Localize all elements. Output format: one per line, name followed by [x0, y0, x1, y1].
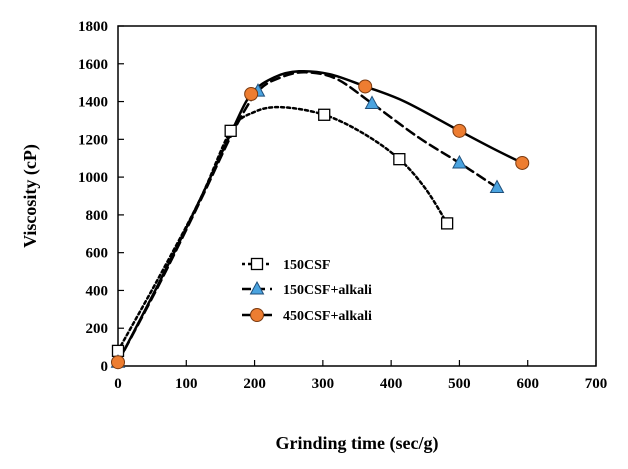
data-point-150csf-alkali: [489, 179, 505, 193]
x-tick-label: 500: [448, 376, 471, 392]
data-point-450csf-alkali: [515, 155, 530, 170]
x-tick-label: 600: [516, 376, 539, 392]
data-point-150csf: [393, 153, 406, 166]
data-point-150csf-alkali: [452, 154, 467, 169]
legend-marker-450csf-alkali: [250, 308, 264, 322]
y-tick-label: 800: [86, 208, 109, 224]
legend-marker-150csf: [250, 257, 264, 271]
data-point-150csf-alkali: [364, 95, 380, 109]
x-axis-title: Grinding time (sec/g): [276, 433, 439, 454]
y-axis-title: Viscosity (cP): [20, 144, 41, 248]
y-tick-label: 400: [86, 283, 109, 299]
legend-label-450csf-alkali: 450CSF+alkali: [283, 309, 372, 324]
y-tick-label: 1400: [78, 95, 108, 111]
x-tick-label: 100: [175, 376, 198, 392]
legend: 150CSF 150CSF+alkali 450CSF+alkali: [242, 257, 372, 324]
y-tick-label: 600: [86, 246, 109, 262]
x-tick-label: 300: [312, 376, 335, 392]
y-tick-label: 1600: [78, 57, 108, 73]
x-tick-label: 200: [243, 376, 266, 392]
legend-label-150csf-alkali: 150CSF+alkali: [283, 283, 372, 298]
series-markers: [110, 79, 530, 370]
x-tick-label: 0: [114, 376, 122, 392]
data-point-150csf: [440, 217, 454, 230]
data-point-450csf-alkali: [244, 87, 259, 101]
legend-label-150csf: 150CSF: [283, 258, 330, 273]
data-point-150csf: [224, 124, 237, 137]
y-tick-label: 0: [101, 359, 109, 375]
y-tick-label: 200: [86, 321, 109, 337]
data-point-450csf-alkali: [111, 355, 125, 370]
x-tick-label: 400: [380, 376, 403, 392]
x-tick-label: 700: [585, 376, 608, 392]
legend-marker-150csf-alkali: [249, 280, 265, 295]
y-tick-label: 1800: [78, 19, 108, 35]
y-tick-label: 1200: [78, 132, 108, 148]
axis-ticks: 0 100 200 300 400 500 600 700 0 200 400 600 800 1000 1…: [78, 19, 607, 392]
data-point-450csf-alkali: [452, 123, 467, 138]
y-tick-label: 1000: [78, 170, 108, 186]
data-point-450csf-alkali: [358, 79, 373, 94]
data-point-150csf: [318, 108, 331, 121]
